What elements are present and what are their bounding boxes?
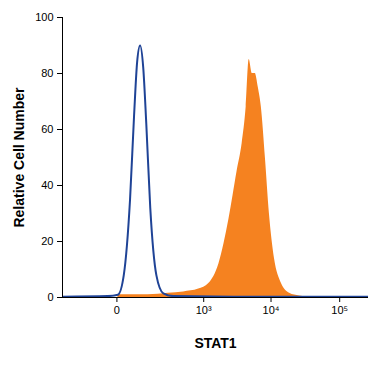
- svg-text:80: 80: [41, 67, 53, 79]
- svg-text:Relative Cell Number: Relative Cell Number: [11, 87, 27, 228]
- svg-text:STAT1: STAT1: [194, 335, 236, 351]
- svg-text:40: 40: [41, 179, 53, 191]
- svg-text:100: 100: [35, 11, 53, 23]
- svg-text:60: 60: [41, 123, 53, 135]
- svg-text:10⁵: 10⁵: [331, 304, 348, 316]
- svg-text:20: 20: [41, 235, 53, 247]
- svg-text:10⁴: 10⁴: [263, 304, 280, 316]
- svg-text:10³: 10³: [196, 304, 212, 316]
- svg-text:0: 0: [47, 291, 53, 303]
- svg-text:0: 0: [114, 304, 120, 316]
